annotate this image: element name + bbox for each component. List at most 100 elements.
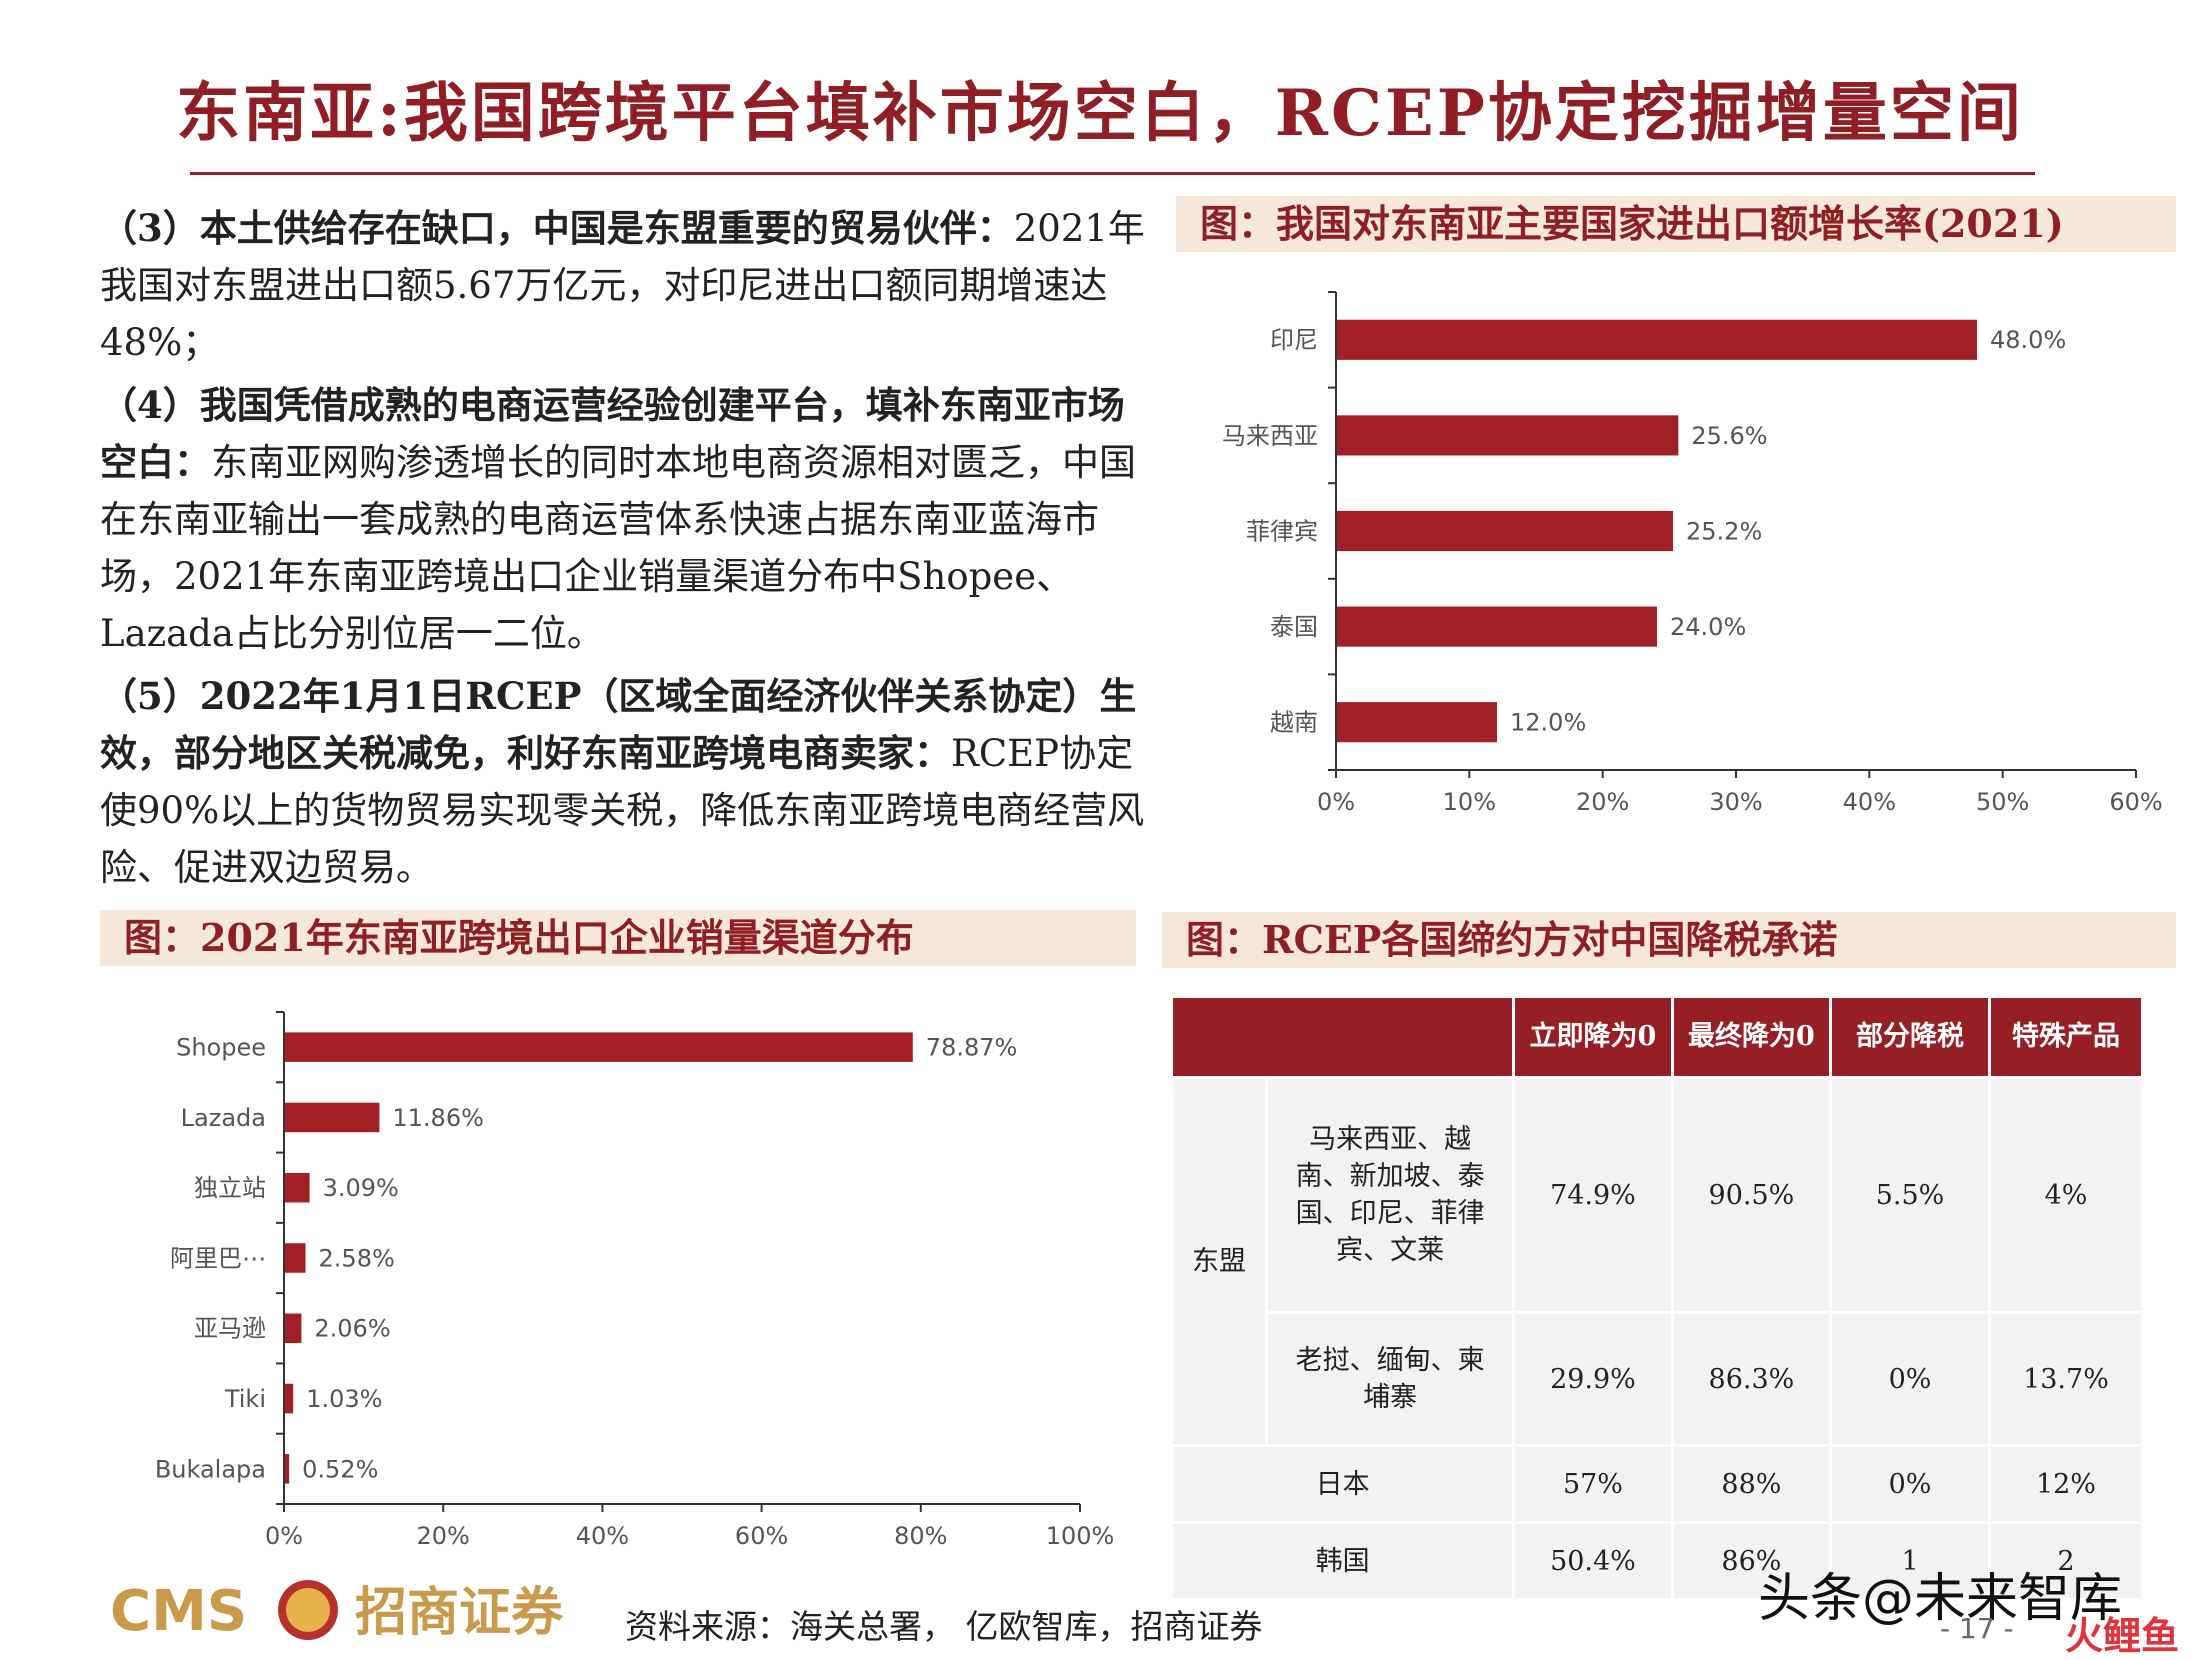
table-row: 日本 57% 88% 0% 12%: [1173, 1447, 2141, 1521]
logo-cms-text: CMS: [110, 1579, 247, 1644]
x-tick-label: 60%: [2109, 788, 2162, 816]
table-header-final: 最终降为0: [1673, 998, 1830, 1076]
page-number: - 17 -: [1940, 1612, 2014, 1645]
country-cell: 老挝、缅甸、柬埔寨: [1267, 1314, 1513, 1444]
x-tick-label: 40%: [576, 1522, 629, 1550]
paragraph-3-heading: （3）本土供给存在缺口，中国是东盟重要的贸易伙伴：: [100, 206, 1014, 250]
growth-rate-chart: 印尼 48.0% 马来西亚 25.6% 菲律宾 25.2% 泰国 24.0% 越南 12.0% 0%…: [1222, 291, 2163, 816]
data-label: 2.06%: [314, 1315, 390, 1343]
value-cell: 57%: [1515, 1447, 1671, 1521]
paragraph-3-text: 2021年我国对东盟进出口额5.67万亿元，对印尼进出口额同期增速达48%；: [100, 207, 1145, 364]
bar: [1337, 510, 1673, 552]
bar: [285, 1383, 294, 1414]
data-label: 24.0%: [1670, 613, 1746, 641]
x-tick-label: 10%: [1443, 788, 1496, 816]
source-note: 资料来源：海关总署， 亿欧智库，招商证券: [625, 1607, 1263, 1646]
table-row: 韩国 50.4% 86% 1 2: [1173, 1524, 2141, 1598]
data-label: 1.03%: [306, 1385, 382, 1413]
paragraph-5-text: RCEP协定使90%以上的货物贸易实现零关税，降低东南亚跨境电商经营风险、促进双…: [100, 732, 1145, 889]
paragraph-3: （3）本土供给存在缺口，中国是东盟重要的贸易伙伴：2021年我国对东盟进出口额5…: [100, 200, 1160, 371]
value-cell: 74.9%: [1515, 1079, 1671, 1311]
country-cell: 日本: [1173, 1447, 1513, 1521]
paragraph-4: （4）我国凭借成熟的电商运营经验创建平台，填补东南亚市场空白：东南亚网购渗透增长…: [100, 377, 1160, 662]
watermark-logo: 火鲤鱼: [2065, 1614, 2180, 1658]
x-tick-label: 0%: [1317, 788, 1355, 816]
x-tick-label: 40%: [1843, 788, 1896, 816]
country-cell: 韩国: [1173, 1524, 1513, 1598]
value-cell: 0%: [1832, 1314, 1988, 1444]
group-cell: 东盟: [1173, 1079, 1265, 1444]
paragraph-4-heading: （4）我国凭借成熟的电商运营经验创建平台，填补东南亚市场空白：: [100, 383, 1125, 484]
paragraph-5-heading: （5）2022年1月1日RCEP（区域全面经济伙伴关系协定）生效，部分地区关税减…: [100, 674, 1137, 775]
data-label: 12.0%: [1510, 709, 1586, 737]
value-cell: 90.5%: [1673, 1079, 1830, 1311]
category-label: 泰国: [1270, 613, 1318, 641]
bar: [285, 1032, 913, 1062]
country-cell: 马来西亚、越南、新加坡、泰国、印尼、菲律宾、文莱: [1267, 1079, 1513, 1311]
category-label: Lazada: [181, 1104, 266, 1132]
body-text: （3）本土供给存在缺口，中国是东盟重要的贸易伙伴：2021年我国对东盟进出口额5…: [100, 200, 1160, 902]
value-cell: 0%: [1832, 1447, 1988, 1521]
value-cell: 1: [1832, 1524, 1988, 1598]
bar: [1337, 319, 1977, 360]
x-tick-label: 30%: [1709, 788, 1762, 816]
bar: [1337, 415, 1679, 456]
category-label: Shopee: [176, 1034, 266, 1062]
tariff-table: 立即降为0 最终降为0 部分降税 特殊产品 东盟 马来西亚、越南、新加坡、泰国、…: [1170, 995, 2144, 1601]
value-cell: 86%: [1673, 1524, 1830, 1598]
x-tick-label: 20%: [417, 1522, 470, 1550]
value-cell: 29.9%: [1515, 1314, 1671, 1444]
table-header-immediate: 立即降为0: [1515, 998, 1671, 1076]
table-caption: 图：RCEP各国缔约方对中国降税承诺: [1162, 912, 2176, 968]
x-tick-label: 100%: [1046, 1522, 1115, 1550]
watermark: 头条@未来智库: [1758, 1569, 2123, 1629]
chart2-caption: 图：2021年东南亚跨境出口企业销量渠道分布: [100, 910, 1136, 966]
x-tick-label: 60%: [735, 1522, 788, 1550]
category-label: 马来西亚: [1222, 422, 1318, 450]
value-cell: 4%: [1990, 1079, 2141, 1311]
bar: [1337, 606, 1657, 647]
table-header-blank: [1173, 998, 1513, 1076]
category-label: 菲律宾: [1246, 517, 1318, 545]
cms-logo: CMS 招商证券: [110, 1579, 564, 1644]
bar: [285, 1102, 380, 1133]
data-label: 25.6%: [1691, 422, 1767, 450]
category-label: Bukalapa: [155, 1455, 266, 1483]
data-label: 48.0%: [1990, 326, 2066, 354]
data-label: 3.09%: [323, 1174, 399, 1202]
category-label: 独立站: [194, 1174, 266, 1202]
bar: [285, 1243, 306, 1273]
x-tick-label: 50%: [1976, 788, 2029, 816]
value-cell: 88%: [1673, 1447, 1830, 1521]
value-cell: 86.3%: [1673, 1314, 1830, 1444]
value-cell: 12%: [1990, 1447, 2141, 1521]
bar: [285, 1454, 290, 1484]
chart1-caption: 图：我国对东南亚主要国家进出口额增长率(2021): [1176, 196, 2176, 252]
category-label: 印尼: [1270, 326, 1318, 354]
bar: [285, 1313, 302, 1344]
data-label: 11.86%: [392, 1104, 484, 1132]
x-tick-label: 20%: [1576, 788, 1629, 816]
data-label: 0.52%: [302, 1455, 378, 1483]
category-label: Tiki: [224, 1385, 266, 1413]
table-header-partial: 部分降税: [1832, 998, 1988, 1076]
value-cell: 2: [1990, 1524, 2141, 1598]
category-label: 越南: [1270, 709, 1318, 737]
logo-cn-text: 招商证券: [355, 1583, 564, 1643]
bar: [285, 1172, 310, 1203]
value-cell: 5.5%: [1832, 1079, 1988, 1311]
table-header-row: 立即降为0 最终降为0 部分降税 特殊产品: [1173, 998, 2141, 1076]
category-label: 阿里巴⋯: [170, 1244, 266, 1272]
paragraph-4-text: 东南亚网购渗透增长的同时本地电商资源相对匮乏，中国在东南亚输出一套成熟的电商运营…: [100, 441, 1136, 655]
x-tick-label: 80%: [894, 1522, 947, 1550]
bar: [1337, 702, 1497, 743]
data-label: 78.87%: [926, 1034, 1018, 1062]
value-cell: 50.4%: [1515, 1524, 1671, 1598]
title-underline: [190, 172, 2035, 175]
x-tick-label: 0%: [265, 1522, 303, 1550]
table-row: 东盟 马来西亚、越南、新加坡、泰国、印尼、菲律宾、文莱 74.9% 90.5% …: [1173, 1079, 2141, 1444]
data-label: 25.2%: [1686, 517, 1762, 545]
paragraph-5: （5）2022年1月1日RCEP（区域全面经济伙伴关系协定）生效，部分地区关税减…: [100, 668, 1160, 896]
page-title: 东南亚:我国跨境平台填补市场空白，RCEP协定挖掘增量空间: [176, 76, 2024, 151]
logo-badge-inner-icon: [286, 1588, 330, 1632]
